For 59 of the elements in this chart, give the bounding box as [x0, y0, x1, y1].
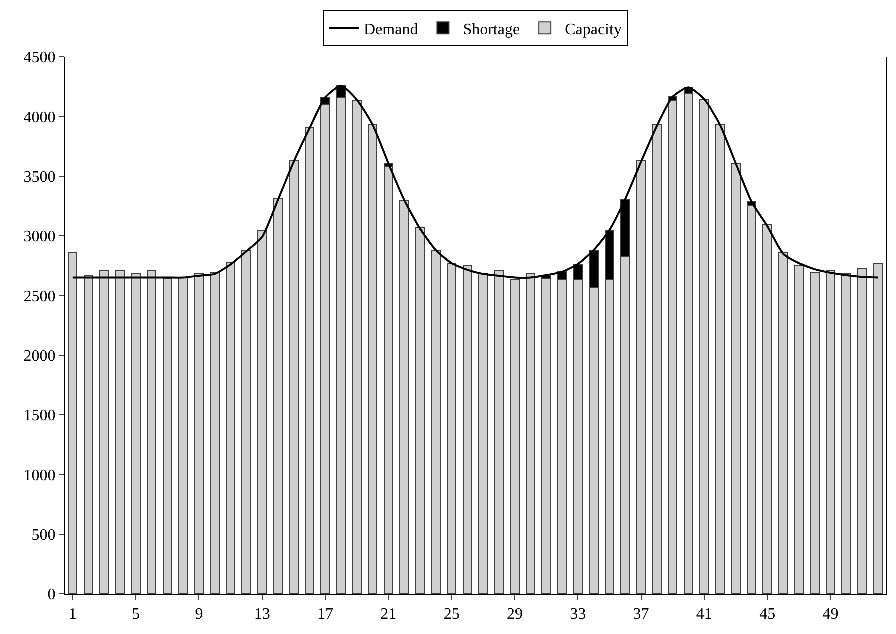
- x-tick-label: 5: [132, 606, 140, 624]
- x-tick-label: 1: [68, 606, 77, 624]
- bar: [526, 273, 536, 594]
- x-tick-label: 29: [506, 606, 523, 624]
- y-tick-label: 4500: [24, 50, 56, 67]
- x-tick-label: 9: [195, 606, 204, 624]
- y-tick-label: 3500: [24, 168, 56, 186]
- bar: [478, 273, 488, 594]
- bar: [289, 160, 299, 594]
- bar: [304, 127, 315, 594]
- bar: [462, 265, 472, 594]
- bar: [226, 262, 236, 594]
- bar: [794, 265, 804, 594]
- bar: [273, 198, 283, 594]
- bar: [668, 100, 678, 594]
- y-tick-label: 0: [48, 586, 56, 604]
- y-tick-label: 3000: [24, 228, 56, 246]
- bar: [400, 200, 410, 594]
- bar: [415, 227, 426, 594]
- x-tick-label: 49: [822, 606, 839, 624]
- y-tick-label: 2000: [24, 348, 56, 365]
- x-tick-label: 37: [633, 606, 650, 624]
- bar: [146, 270, 157, 594]
- bar: [731, 163, 741, 594]
- legend-label: Capacity: [565, 21, 622, 38]
- x-tick-label: 21: [380, 606, 397, 624]
- bar: [746, 204, 757, 594]
- bar: [210, 272, 220, 594]
- bar: [715, 124, 726, 594]
- x-tick-label: 13: [254, 606, 270, 624]
- bar: [810, 272, 820, 594]
- bar: [352, 100, 362, 594]
- bar: [100, 270, 110, 594]
- bar: [652, 124, 662, 594]
- x-tick-label: 33: [570, 606, 586, 624]
- bar: [162, 278, 172, 594]
- bar: [178, 277, 188, 594]
- x-tick-label: 25: [444, 606, 460, 624]
- y-tick-label: 2500: [24, 288, 56, 306]
- x-tick-label: 45: [760, 606, 776, 624]
- y-tick-label: 4000: [24, 109, 56, 126]
- bar: [857, 268, 868, 594]
- y-tick-label: 500: [32, 526, 56, 544]
- bar: [115, 270, 126, 594]
- bar: [842, 273, 852, 594]
- x-tick-label: 41: [696, 606, 712, 624]
- x-tick-label: 17: [318, 606, 334, 624]
- bar: [542, 278, 552, 594]
- legend-label: Shortage: [463, 21, 520, 38]
- bar: [368, 124, 378, 594]
- legend-label: Demand: [364, 21, 418, 38]
- y-tick-label: 1000: [24, 467, 56, 484]
- bar: [242, 250, 252, 594]
- bar: [494, 270, 504, 594]
- bar: [84, 275, 94, 594]
- bar: [873, 262, 883, 594]
- bar: [778, 252, 788, 594]
- y-tick-label: 1500: [24, 408, 56, 425]
- bar: [431, 250, 441, 594]
